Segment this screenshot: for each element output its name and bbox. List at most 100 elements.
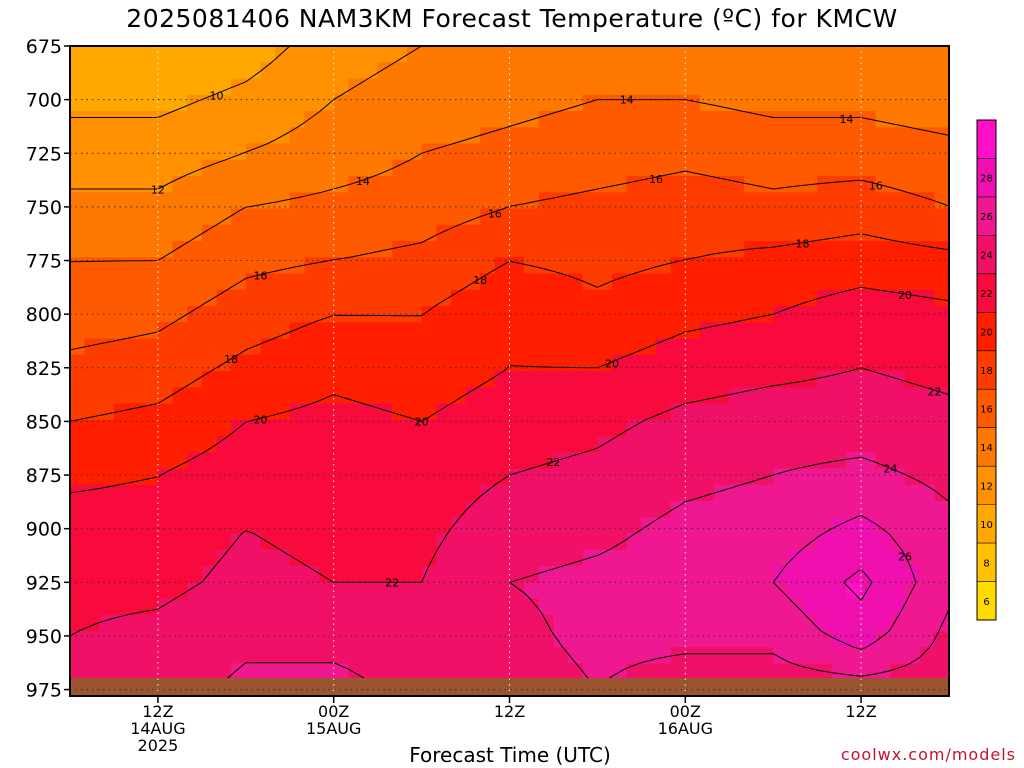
temperature-cell	[70, 241, 86, 258]
temperature-cell	[392, 631, 408, 648]
temperature-cell	[275, 338, 291, 356]
temperature-cell	[846, 517, 862, 535]
temperature-cell	[275, 111, 291, 128]
temperature-cell	[934, 436, 950, 453]
temperature-cell	[802, 387, 818, 405]
temperature-cell	[421, 468, 437, 486]
temperature-cell	[538, 484, 555, 502]
temperature-cell	[392, 387, 408, 405]
temperature-cell	[729, 159, 745, 177]
temperature-cell	[172, 354, 188, 372]
temperature-cell	[641, 501, 657, 518]
temperature-cell	[128, 159, 144, 177]
contour-label: 18	[224, 353, 238, 366]
temperature-cell	[70, 452, 86, 470]
contour-label: 14	[839, 113, 853, 126]
temperature-cell	[553, 598, 569, 616]
temperature-cell	[670, 566, 686, 583]
temperature-cell	[641, 549, 657, 567]
temperature-cell	[743, 468, 760, 486]
temperature-cell	[319, 127, 335, 145]
temperature-cell	[597, 484, 613, 502]
temperature-cell	[84, 273, 100, 291]
temperature-cell	[465, 354, 481, 372]
temperature-cell	[817, 663, 833, 681]
temperature-cell	[656, 322, 672, 340]
temperature-cell	[524, 176, 540, 193]
temperature-cell	[348, 663, 364, 681]
temperature-cell	[905, 289, 921, 307]
temperature-cell	[172, 208, 188, 226]
temperature-cell	[143, 322, 159, 340]
temperature-cell	[406, 468, 423, 486]
temperature-cell	[187, 452, 203, 470]
temperature-cell	[377, 208, 393, 226]
temperature-cell	[875, 419, 891, 437]
temperature-cell	[524, 62, 540, 80]
temperature-cell	[656, 143, 672, 161]
temperature-cell	[538, 436, 555, 453]
temperature-cell	[172, 111, 188, 128]
contour-label: 16	[253, 270, 267, 283]
temperature-cell	[143, 371, 159, 388]
temperature-cell	[758, 322, 774, 340]
temperature-cell	[231, 614, 247, 632]
temperature-cell	[773, 501, 789, 518]
temperature-cell	[831, 143, 848, 161]
temperature-cell	[905, 127, 921, 145]
temperature-cell	[685, 94, 701, 112]
temperature-cell	[890, 566, 906, 583]
temperature-cell	[729, 78, 745, 96]
temperature-cell	[934, 208, 950, 226]
temperature-cell	[421, 46, 437, 63]
temperature-cell	[392, 127, 408, 145]
temperature-cell	[699, 631, 716, 648]
temperature-cell	[597, 501, 613, 518]
temperature-cell	[656, 289, 672, 307]
temperature-cell	[494, 354, 511, 372]
temperature-cell	[201, 338, 218, 356]
temperature-cell	[245, 257, 262, 275]
temperature-cell	[714, 127, 730, 145]
temperature-cell	[465, 452, 481, 470]
temperature-cell	[377, 614, 393, 632]
temperature-cell	[363, 566, 379, 583]
temperature-cell	[612, 501, 628, 518]
temperature-cell	[113, 501, 130, 518]
temperature-cell	[670, 273, 686, 291]
temperature-cell	[538, 322, 555, 340]
temperature-cell	[670, 322, 686, 340]
temperature-cell	[377, 484, 393, 502]
temperature-cell	[612, 419, 628, 437]
temperature-cell	[304, 354, 320, 372]
temperature-cell	[714, 62, 730, 80]
temperature-cell	[216, 549, 232, 567]
temperature-cell	[846, 306, 862, 323]
temperature-cell	[905, 533, 921, 551]
credit-link[interactable]: coolwx.com/models	[840, 745, 1016, 764]
y-tick-label: 825	[26, 358, 62, 380]
temperature-cell	[494, 62, 511, 80]
temperature-cell	[670, 468, 686, 486]
temperature-cell	[597, 241, 613, 258]
temperature-cell	[714, 257, 730, 275]
temperature-cell	[494, 143, 511, 161]
temperature-cell	[524, 46, 540, 63]
temperature-cell	[905, 468, 921, 486]
temperature-cell	[494, 631, 511, 648]
temperature-cell	[304, 257, 320, 275]
temperature-cell	[333, 224, 349, 242]
temperature-cell	[333, 484, 349, 502]
temperature-cell	[875, 517, 891, 535]
temperature-cell	[699, 322, 716, 340]
temperature-cell	[406, 663, 423, 681]
temperature-cell	[802, 663, 818, 681]
temperature-cell	[143, 62, 159, 80]
temperature-cell	[231, 403, 247, 421]
temperature-cell	[348, 127, 364, 145]
temperature-cell	[480, 338, 496, 356]
temperature-cell	[172, 273, 188, 291]
temperature-cell	[406, 549, 423, 567]
temperature-cell	[612, 452, 628, 470]
temperature-cell	[245, 176, 262, 193]
